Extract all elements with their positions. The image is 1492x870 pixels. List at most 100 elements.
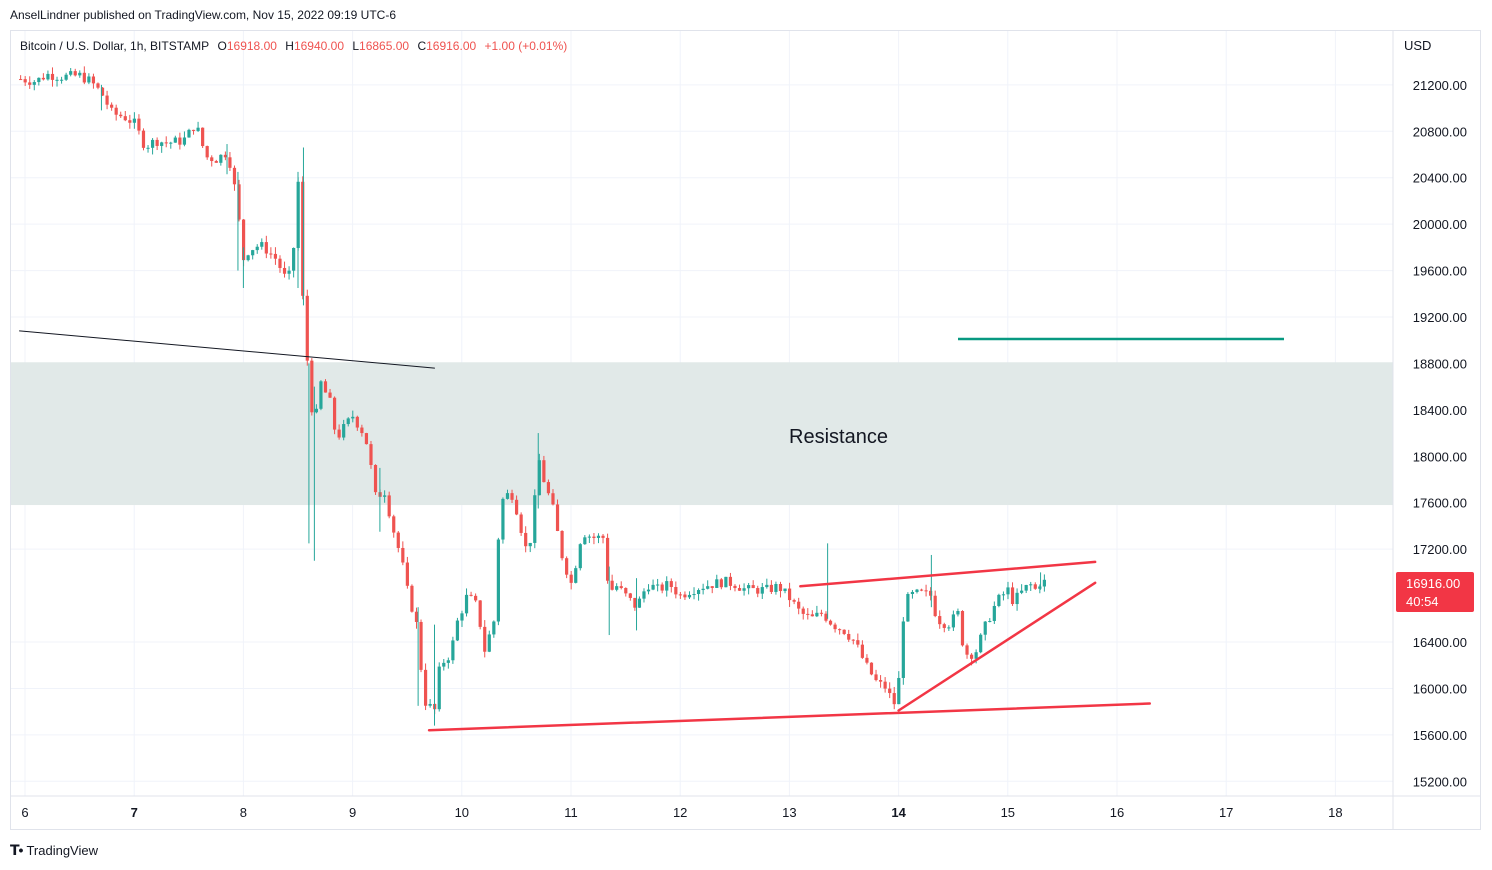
candle-body <box>496 539 500 622</box>
candle-body <box>665 581 669 591</box>
time-tick-label: 14 <box>891 805 906 820</box>
candle-body <box>906 594 910 622</box>
candle-body <box>578 544 582 569</box>
candle-body <box>464 594 469 614</box>
time-tick-label: 15 <box>1001 805 1015 820</box>
symbol-title[interactable]: Bitcoin / U.S. Dollar, 1h, BITSTAMP <box>20 39 210 53</box>
candle-body <box>351 416 355 419</box>
candle-body <box>310 360 314 413</box>
candle-body <box>387 495 391 517</box>
candle-body <box>960 611 965 646</box>
candle-body <box>91 76 96 84</box>
candle-body <box>41 77 45 80</box>
candle-body <box>332 397 337 430</box>
time-tick-label: 18 <box>1328 805 1342 820</box>
candle-body <box>715 579 719 588</box>
candle-body <box>37 77 41 83</box>
candle-body <box>187 129 191 138</box>
trendline-wedge-upper[interactable] <box>799 560 1097 588</box>
candle-body <box>1038 586 1042 589</box>
candle-body <box>437 666 441 710</box>
candle-body <box>364 433 369 445</box>
candle-body <box>255 246 259 251</box>
candle-body <box>892 693 896 705</box>
candle-body <box>260 242 264 247</box>
candle-body <box>223 154 227 158</box>
candle-body <box>774 584 778 592</box>
candle-body <box>201 127 205 147</box>
candle-body <box>23 79 27 83</box>
candle-body <box>137 118 141 131</box>
change-value: +1.00 (+0.01%) <box>484 39 568 53</box>
candle-body <box>105 95 109 105</box>
candle-body <box>701 588 705 591</box>
candle-body <box>150 139 155 148</box>
currency-label[interactable]: USD <box>1404 38 1432 53</box>
tradingview-logo-icon: 𝗧• <box>10 842 23 858</box>
candle-body <box>642 591 646 599</box>
candle-body <box>342 424 346 438</box>
candle-body <box>551 493 555 505</box>
candle-body <box>542 460 546 483</box>
candle-body <box>583 537 587 545</box>
resistance-zone <box>11 362 1393 506</box>
candle-body <box>733 585 737 589</box>
candle-body <box>264 242 268 254</box>
candle-body <box>979 634 983 653</box>
price-tick-label: 16000.00 <box>1413 681 1467 696</box>
candle-body <box>305 295 309 361</box>
candle-body <box>878 680 883 682</box>
candle-body <box>50 73 55 80</box>
candle-body <box>360 427 364 434</box>
candle-body <box>78 72 82 76</box>
footer-brand[interactable]: 𝗧• TradingView <box>10 842 98 859</box>
high-label: H <box>285 39 294 53</box>
candle-body <box>992 605 996 621</box>
chart-frame[interactable] <box>10 30 1481 830</box>
candle-body <box>910 591 915 595</box>
price-tick-label: 20000.00 <box>1413 217 1467 232</box>
candle-body <box>633 597 637 608</box>
candle-body <box>219 154 223 163</box>
candle-body <box>64 74 68 80</box>
candle-body <box>983 621 987 635</box>
candle-body <box>396 532 400 548</box>
candle-body <box>87 76 91 83</box>
candle-body <box>947 627 951 629</box>
trendline-wedge-lower[interactable] <box>897 581 1097 712</box>
candle-body <box>178 137 182 145</box>
candle-body <box>619 586 623 589</box>
price-tick-label: 18000.00 <box>1413 449 1467 464</box>
candle-body <box>933 595 937 617</box>
candle-body <box>273 253 278 259</box>
candle-body <box>528 542 532 547</box>
candle-body <box>73 71 77 76</box>
candle-body <box>96 83 100 88</box>
candle-body <box>851 639 855 641</box>
candle-body <box>765 584 769 588</box>
candle-body <box>164 142 168 144</box>
candle-body <box>100 87 105 96</box>
candle-body <box>847 633 851 640</box>
price-tick-label: 20800.00 <box>1413 124 1467 139</box>
candle-body <box>819 612 824 614</box>
candle-body <box>965 645 969 655</box>
candle-body <box>146 147 150 149</box>
candle-body <box>787 588 792 601</box>
candle-body <box>856 640 860 645</box>
bar-countdown: 40:54 <box>1406 594 1439 609</box>
candle-body <box>924 590 928 592</box>
candle-body <box>869 662 874 675</box>
candle-body <box>696 590 701 595</box>
price-tick-label: 17200.00 <box>1413 542 1467 557</box>
candle-body <box>710 586 714 588</box>
candle-body <box>82 72 86 83</box>
candle-body <box>483 626 487 652</box>
trendline-downtrend[interactable] <box>19 330 435 369</box>
trendline-support[interactable] <box>427 702 1152 732</box>
candle-body <box>328 392 332 398</box>
low-label: L <box>352 39 360 53</box>
candle-body <box>692 594 696 596</box>
candle-body <box>1006 587 1010 595</box>
